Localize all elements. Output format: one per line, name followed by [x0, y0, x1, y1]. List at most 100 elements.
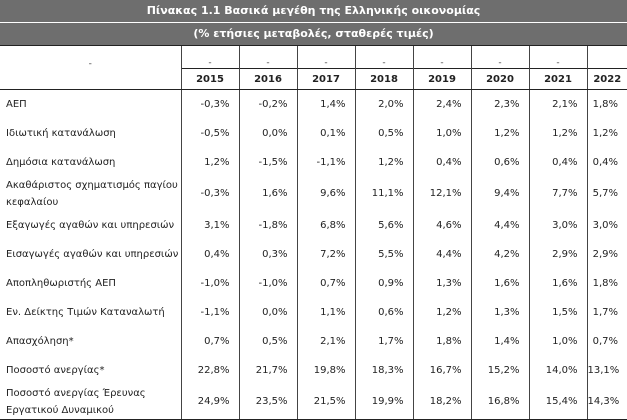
value-cell: 18,2% [412, 384, 471, 420]
table-row: Εξαγωγές αγαθών και υπηρεσιών 3,1% -1,8% 6,… [0, 210, 627, 240]
value-cell: 1,6% [470, 268, 529, 298]
dash-cell: - [528, 45, 587, 69]
table-row: Εισαγωγές αγαθών και υπηρεσιών 0,4% 0,3% 7,… [0, 239, 627, 269]
value-cell: 2,1% [528, 89, 587, 119]
value-cell: 4,4% [412, 239, 471, 269]
value-cell: 1,4% [470, 326, 529, 356]
year-header: 2017 [296, 68, 355, 90]
value-cell: 1,8% [586, 268, 627, 298]
value-cell: 23,5% [238, 384, 297, 420]
dash-cell: - [296, 45, 355, 69]
value-cell: 5,5% [354, 239, 413, 269]
value-cell: 0,7% [296, 268, 355, 298]
row-label: Απασχόληση* [6, 335, 74, 347]
value-cell: -0,2% [238, 89, 297, 119]
table-title: Πίνακας 1.1 Βασικά μεγέθη της Ελληνικής … [0, 0, 627, 22]
value-cell: 0,4% [412, 147, 471, 177]
value-cell: 0,9% [354, 268, 413, 298]
value-cell: 1,8% [412, 326, 471, 356]
value-cell: 2,3% [470, 89, 529, 119]
table-row: Απασχόληση* 0,7% 0,5% 2,1% 1,7% 1,8% 1,4% 1,0% 0… [0, 326, 627, 356]
table-body: ΑΕΠ -0,3% -0,2% 1,4% 2,0% 2,4% 2,3% 2,1% 1,8% Ιδι… [0, 89, 627, 420]
table-row: Ιδιωτική κατανάλωση -0,5% 0,0% 0,1% 0,5% 1,0%… [0, 118, 627, 148]
value-cell: 2,4% [412, 89, 471, 119]
value-cell: 5,6% [354, 210, 413, 240]
dash-cell: - [180, 45, 239, 69]
value-cell: 16,7% [412, 355, 471, 385]
year-header: 2020 [470, 68, 529, 90]
row-label: Εξαγωγές αγαθών και υπηρεσιών [6, 219, 175, 231]
value-cell: 1,2% [586, 118, 627, 148]
value-cell: 0,5% [238, 326, 297, 356]
row-label: ΑΕΠ [6, 98, 27, 110]
value-cell: 1,2% [470, 118, 529, 148]
value-cell: 15,4% [528, 384, 587, 420]
value-cell: 14,0% [528, 355, 587, 385]
value-cell: 11,1% [354, 176, 413, 211]
value-cell: 0,6% [470, 147, 529, 177]
value-cell: -0,3% [180, 89, 239, 119]
value-cell: 2,1% [296, 326, 355, 356]
value-cell: 2,9% [528, 239, 587, 269]
table-row: Δημόσια κατανάλωση 1,2% -1,5% -1,1% 1,2% 0,4%… [0, 147, 627, 177]
value-cell: 1,1% [296, 297, 355, 327]
value-cell: 1,2% [354, 147, 413, 177]
value-cell: -1,1% [296, 147, 355, 177]
value-cell: 3,0% [528, 210, 587, 240]
value-cell: 6,8% [296, 210, 355, 240]
value-cell: 21,5% [296, 384, 355, 420]
value-cell: 1,3% [412, 268, 471, 298]
table-row: ΑΕΠ -0,3% -0,2% 1,4% 2,0% 2,4% 2,3% 2,1% 1,8% [0, 89, 627, 119]
value-cell: 0,7% [586, 326, 627, 356]
table-row: Αποπληθωριστής ΑΕΠ -1,0% -1,0% 0,7% 0,9% 1,3%… [0, 268, 627, 298]
table-row: Ποσοστό ανεργίας* 22,8% 21,7% 19,8% 18,3% 16,… [0, 355, 627, 385]
row-label: Ακαθάριστος σχηματισμός παγίου κεφαλαίου [6, 179, 178, 208]
value-cell: 1,2% [528, 118, 587, 148]
row-label: Εισαγωγές αγαθών και υπηρεσιών [6, 248, 179, 260]
value-cell: 5,7% [586, 176, 627, 211]
value-cell: 1,6% [238, 176, 297, 211]
value-cell: -1,1% [180, 297, 239, 327]
year-header: 2022 [586, 68, 627, 90]
value-cell: 22,8% [180, 355, 239, 385]
value-cell: 1,3% [470, 297, 529, 327]
year-header: 2019 [412, 68, 471, 90]
row-label: Εν. Δείκτης Τιμών Καταναλωτή [6, 306, 165, 318]
value-cell: 0,4% [586, 147, 627, 177]
value-cell: 13,1% [586, 355, 627, 385]
value-cell: 1,6% [528, 268, 587, 298]
value-cell: 4,2% [470, 239, 529, 269]
value-cell: 0,1% [296, 118, 355, 148]
value-cell: 9,6% [296, 176, 355, 211]
row-label: Ποσοστό ανεργίας* [6, 364, 105, 376]
value-cell: 1,2% [180, 147, 239, 177]
dash-cell: - [412, 45, 471, 69]
value-cell: 2,9% [586, 239, 627, 269]
value-cell: -0,5% [180, 118, 239, 148]
value-cell: -0,3% [180, 176, 239, 211]
value-cell: 2,0% [354, 89, 413, 119]
table-subtitle: (% ετήσιες μεταβολές, σταθερές τιμές) [0, 22, 627, 45]
value-cell: -1,8% [238, 210, 297, 240]
value-cell: 0,5% [354, 118, 413, 148]
value-cell: 18,3% [354, 355, 413, 385]
value-cell: 7,7% [528, 176, 587, 211]
year-header: 2018 [354, 68, 413, 90]
year-header-row: 2015 2016 2017 2018 2019 2020 2021 2022 [0, 68, 627, 90]
value-cell: 21,7% [238, 355, 297, 385]
value-cell: 0,0% [238, 118, 297, 148]
row-label: Ιδιωτική κατανάλωση [6, 127, 116, 139]
table-row: Εν. Δείκτης Τιμών Καταναλωτή -1,1% 0,0% 1,1… [0, 297, 627, 327]
value-cell: 3,1% [180, 210, 239, 240]
value-cell: 1,4% [296, 89, 355, 119]
year-header: 2016 [238, 68, 297, 90]
value-cell: 12,1% [412, 176, 471, 211]
value-cell: -1,0% [180, 268, 239, 298]
value-cell: -1,5% [238, 147, 297, 177]
value-cell: -1,0% [238, 268, 297, 298]
dash-cell: - [0, 45, 181, 69]
value-cell: 0,0% [238, 297, 297, 327]
value-cell: 4,4% [470, 210, 529, 240]
value-cell: 15,2% [470, 355, 529, 385]
